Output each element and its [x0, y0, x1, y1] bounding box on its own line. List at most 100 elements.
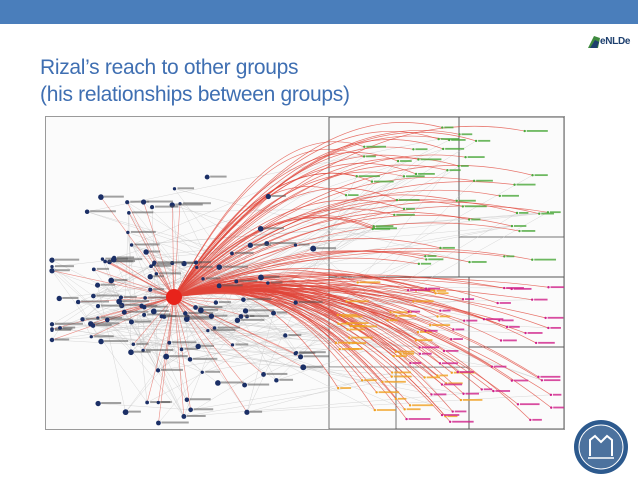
graph-node: [156, 421, 161, 426]
node-label-mark: [96, 324, 112, 326]
graph-node: [116, 299, 122, 305]
node-label-mark: [550, 327, 561, 329]
graph-node: [91, 294, 96, 299]
slide-title-line-1: Rizal’s reach to other groups: [40, 54, 460, 81]
node-label-mark: [218, 327, 241, 329]
graph-node: [408, 310, 410, 312]
node-label-mark: [553, 407, 564, 409]
node-label-mark: [249, 309, 275, 311]
node-label-mark: [374, 181, 394, 183]
graph-node: [537, 376, 539, 378]
node-label-mark: [527, 130, 548, 132]
graph-node: [143, 296, 147, 300]
graph-node: [550, 406, 552, 408]
node-label-mark: [210, 176, 226, 178]
enlde-logo: eNLDe: [586, 32, 630, 52]
node-label-mark: [175, 204, 203, 206]
node-label-mark: [187, 415, 206, 417]
top-banner: [0, 0, 638, 24]
node-label-mark: [532, 419, 542, 421]
node-label-mark: [350, 329, 365, 331]
graph-node: [50, 338, 55, 343]
node-label-mark: [446, 350, 458, 352]
node-label-mark: [132, 211, 153, 213]
graph-node: [500, 339, 502, 341]
node-label-mark: [398, 398, 407, 400]
node-label-mark: [376, 225, 394, 227]
node-label-mark: [377, 409, 396, 411]
graph-node: [397, 160, 399, 162]
node-label-mark: [194, 408, 214, 410]
node-label-mark: [394, 376, 412, 378]
node-label-mark: [514, 288, 532, 290]
graph-node: [547, 327, 549, 329]
graph-node: [503, 287, 505, 289]
node-label-mark: [341, 323, 350, 325]
graph-node: [49, 268, 54, 273]
node-label-mark: [206, 277, 220, 279]
graph-node: [337, 387, 339, 389]
node-label-mark: [177, 187, 194, 189]
graph-node: [206, 329, 209, 332]
graph-node: [173, 187, 176, 190]
node-label-mark: [520, 403, 540, 405]
graph-node: [258, 275, 264, 281]
node-label-mark: [161, 369, 183, 371]
graph-node: [214, 300, 218, 304]
node-label-mark: [353, 325, 366, 327]
node-label-mark: [190, 398, 211, 400]
graph-node: [127, 211, 131, 215]
node-label-mark: [267, 373, 288, 375]
node-label-mark: [101, 284, 116, 286]
graph-node: [503, 255, 505, 257]
node-label-mark: [134, 351, 151, 353]
node-label-mark: [288, 334, 301, 336]
node-label-mark: [449, 169, 460, 171]
node-label-mark: [349, 300, 369, 302]
university-seal-icon: [572, 418, 630, 476]
graph-node: [209, 313, 214, 318]
node-label-mark: [304, 355, 329, 357]
node-label-mark: [406, 175, 425, 177]
node-label-mark: [538, 342, 555, 344]
graph-node: [349, 325, 351, 327]
node-label-mark: [277, 312, 288, 314]
node-label-mark: [506, 255, 514, 257]
node-label-mark: [342, 348, 359, 350]
node-label-mark: [55, 259, 79, 261]
node-label-mark: [94, 335, 113, 337]
graph-node: [141, 199, 146, 204]
graph-node: [396, 199, 398, 201]
graph-node: [451, 372, 453, 374]
graph-node: [49, 257, 54, 262]
node-label-mark: [165, 315, 177, 317]
graph-node: [348, 336, 350, 338]
graph-node: [419, 346, 421, 348]
graph-node: [195, 344, 200, 349]
graph-node: [531, 174, 533, 176]
graph-node: [342, 315, 344, 317]
node-label-mark: [190, 318, 213, 320]
graph-node: [201, 277, 204, 280]
graph-node: [391, 371, 393, 373]
node-label-mark: [550, 286, 564, 288]
graph-node: [108, 278, 114, 284]
node-label-mark: [340, 387, 351, 389]
gray-edge: [111, 264, 154, 280]
node-label-mark: [544, 379, 561, 381]
graph-node: [215, 380, 221, 386]
graph-node: [194, 261, 198, 265]
graph-node: [50, 329, 53, 332]
graph-node: [524, 130, 526, 132]
node-label-mark: [345, 316, 362, 318]
node-label-mark: [338, 342, 357, 344]
network-graph: [46, 117, 564, 429]
graph-node: [129, 319, 134, 324]
graph-node: [424, 330, 426, 332]
graph-node: [518, 230, 520, 232]
node-label-mark: [136, 343, 148, 345]
graph-node: [483, 318, 485, 320]
node-label-mark: [432, 324, 450, 326]
node-label-mark: [264, 276, 279, 278]
graph-node: [363, 146, 365, 148]
